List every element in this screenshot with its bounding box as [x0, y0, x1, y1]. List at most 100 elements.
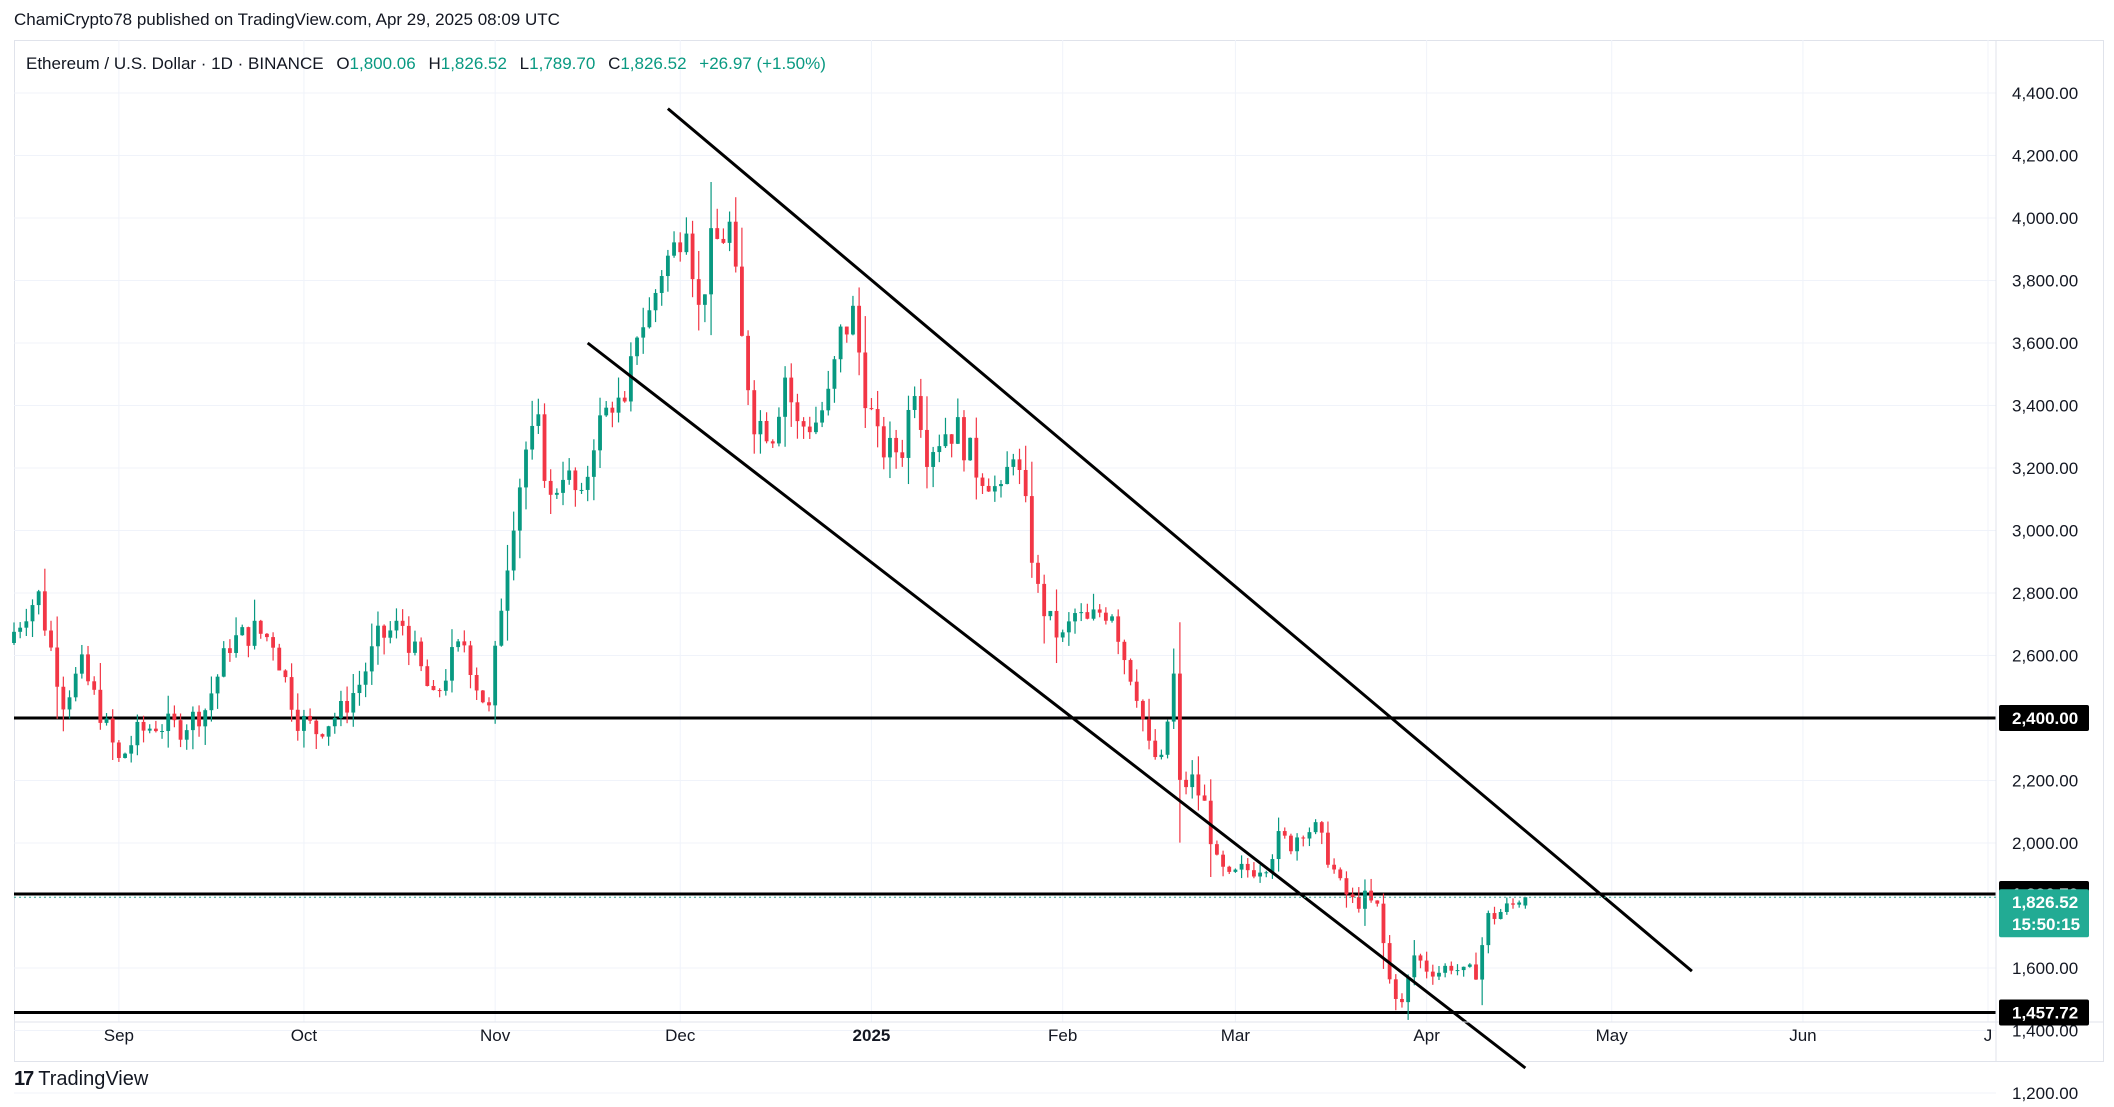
candle-body [752, 390, 757, 435]
candle-body [252, 620, 257, 646]
candle-body [659, 276, 664, 293]
candle-body [1060, 632, 1065, 638]
candle-body [314, 720, 319, 735]
candle-body [1363, 890, 1367, 909]
candle-body [604, 407, 609, 416]
candle-body [400, 620, 405, 626]
candle-body [369, 646, 374, 672]
candle-body [160, 731, 164, 733]
price-tick-label: 3,800.00 [2012, 272, 2078, 291]
candle-body [172, 713, 177, 721]
candle-body [289, 677, 294, 710]
candle-body [598, 415, 602, 451]
chart-panel[interactable] [14, 40, 2104, 1062]
price-tick-label: 3,000.00 [2012, 522, 2078, 541]
candle-body [283, 670, 288, 678]
candle-body [12, 631, 16, 643]
candle-body [1029, 496, 1034, 563]
candle-body [591, 450, 596, 477]
candle-body [1252, 870, 1256, 877]
candle-body [1147, 719, 1151, 741]
candle-body [1443, 965, 1448, 973]
candle-body [709, 228, 713, 295]
candle-body [1128, 660, 1133, 682]
candle-body [24, 621, 29, 628]
candle-body [1177, 673, 1182, 780]
candle-body [1140, 700, 1145, 720]
candle-body [1437, 972, 1441, 977]
time-tick-label: Nov [480, 1026, 511, 1045]
candle-body [622, 397, 627, 402]
low-label: L [519, 54, 530, 73]
candle-body [240, 627, 245, 636]
candle-body [92, 681, 97, 690]
candle-body [1103, 612, 1108, 621]
candle-body [79, 654, 84, 674]
candle-body [1418, 955, 1423, 961]
candle-body [1110, 616, 1114, 621]
candle-body [1221, 854, 1225, 867]
candle-body [740, 266, 744, 336]
candle-body [450, 647, 454, 681]
candle-body [925, 429, 929, 467]
time-tick-label: Apr [1413, 1026, 1440, 1045]
candle-body [1054, 610, 1059, 638]
candle-body [413, 641, 417, 653]
candle-body [1332, 864, 1337, 870]
candle-body [1048, 610, 1053, 617]
footer-brand[interactable]: 17 TradingView [14, 1068, 148, 1091]
candle-body [1066, 621, 1071, 633]
candle-body [123, 753, 127, 758]
candle-body [1480, 945, 1485, 980]
candle-body [480, 690, 485, 703]
candle-body [1245, 863, 1250, 871]
candle-body [1350, 894, 1355, 898]
candle-body [1085, 612, 1090, 619]
candle-body [357, 684, 362, 694]
candle-body [190, 711, 195, 731]
candle-body [918, 396, 923, 430]
level-tag [1999, 705, 2089, 731]
candle-body [443, 680, 448, 691]
candle-body [795, 402, 800, 422]
time-axis: Sep Oct Nov Dec 2025 Feb Mar Apr May Jun J [104, 1026, 1993, 1045]
candle-body [197, 711, 201, 727]
candle-body [1486, 913, 1491, 946]
candle-body [715, 228, 720, 239]
candle-body [1159, 754, 1164, 758]
candle-body [1122, 641, 1127, 661]
candle-body [1079, 612, 1084, 614]
candle-body [1381, 903, 1386, 944]
candle-body [227, 648, 232, 653]
candle-body [641, 327, 646, 338]
candle-body [209, 693, 214, 711]
candle-body [1412, 955, 1417, 978]
candle-body [789, 377, 794, 403]
candle-body [1239, 863, 1244, 870]
candle-body [178, 720, 183, 740]
candle-body [653, 292, 658, 311]
price-tick-label: 2,000.00 [2012, 834, 2078, 853]
candle-body [733, 221, 738, 267]
current-price-label: 1,826.52 [2012, 893, 2078, 912]
candle-body [980, 477, 985, 486]
candle-body [487, 702, 491, 706]
candle-body [55, 647, 60, 687]
candle-body [166, 713, 171, 732]
candle-body [104, 718, 109, 723]
candle-body [1523, 897, 1528, 906]
candle-body [524, 449, 528, 488]
candle-body [986, 485, 991, 492]
candle-body [474, 674, 479, 691]
candle-body [1208, 800, 1213, 845]
candle-body [511, 530, 516, 571]
time-tick-label: May [1596, 1026, 1629, 1045]
price-tick-label: 4,200.00 [2012, 147, 2078, 166]
candle-body [1295, 837, 1300, 852]
candle-body [42, 591, 47, 631]
symbol-name: Ethereum / U.S. Dollar · 1D · BINANCE [26, 54, 324, 73]
close-label: C [608, 54, 621, 73]
price-tick-label: 3,200.00 [2012, 459, 2078, 478]
candle-body [721, 238, 726, 243]
